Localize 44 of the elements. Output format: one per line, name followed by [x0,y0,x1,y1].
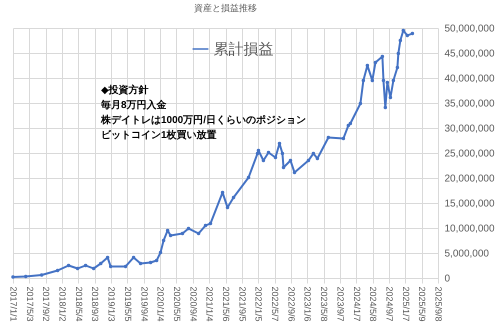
x-tick-label: 2024/5/8 [368,286,378,322]
x-tick-label: 2022/5/7 [270,286,280,322]
y-tick-label: 20,000,000 [444,174,495,184]
x-tick-label: 2022/1/5 [254,286,264,322]
y-tick-label: 15,000,000 [444,198,495,210]
x-tick-label: 2025/5/9 [417,286,428,322]
x-tick-label: 2025/9/8 [434,286,444,322]
y-tick-label: 30,000,000 [444,124,495,134]
annotation: ◆投資方針 [101,84,149,96]
y-tick-label: 45,000,000 [444,48,495,60]
annotation: 株デイトレは1000万円/日くらいのポジション [100,114,306,126]
chart-title: 資産と損益推移 [194,3,257,13]
x-tick-label: 2023/5/8 [319,286,330,322]
legend-label: 累計損益 [214,41,274,58]
x-tick-label: 2022/9/6 [286,286,296,322]
annotation: ビットコイン1枚買い放置 [101,129,217,141]
x-tick-label: 2020/5/5 [172,286,182,322]
x-tick-label: 2019/1/3 [106,286,117,322]
y-tick-label: 5,000,000 [444,248,490,260]
x-tick-label: 2024/9/7 [384,286,394,322]
x-tick-label: 2021/9/5 [237,286,248,322]
y-tick-label: 25,000,000 [444,148,495,160]
x-tick-label: 2023/1/6 [302,286,313,322]
x-tick-label: 2017/9/2 [41,286,52,322]
x-tick-label: 2021/1/4 [204,286,215,322]
y-tick-label: 35,000,000 [444,98,495,110]
x-tick-label: 2019/9/4 [139,286,150,322]
x-tick-label: 2017/1/1 [8,286,18,322]
x-tick-label: 2025/1/7 [400,286,411,322]
y-tick-label: 50,000,000 [444,24,495,34]
x-tick-label: 2019/5/5 [122,286,133,322]
x-tick-label: 2020/9/4 [188,286,198,322]
annotation: 毎月8万円入金 [100,99,168,111]
x-tick-label: 2018/9/3 [90,286,100,322]
x-tick-label: 2018/5/4 [74,286,84,322]
y-tick-label: 10,000,000 [444,224,495,234]
x-tick-label: 2023/9/7 [335,286,346,322]
x-tick-label: 2021/5/6 [221,286,231,322]
y-tick-label: 0 [444,274,450,284]
x-tick-label: 2018/1/2 [58,286,68,322]
x-tick-label: 2017/5/3 [24,286,35,322]
x-tick-label: 2020/1/4 [156,286,166,322]
y-tick-label: 40,000,000 [444,74,495,84]
x-tick-label: 2024/1/7 [352,286,362,322]
